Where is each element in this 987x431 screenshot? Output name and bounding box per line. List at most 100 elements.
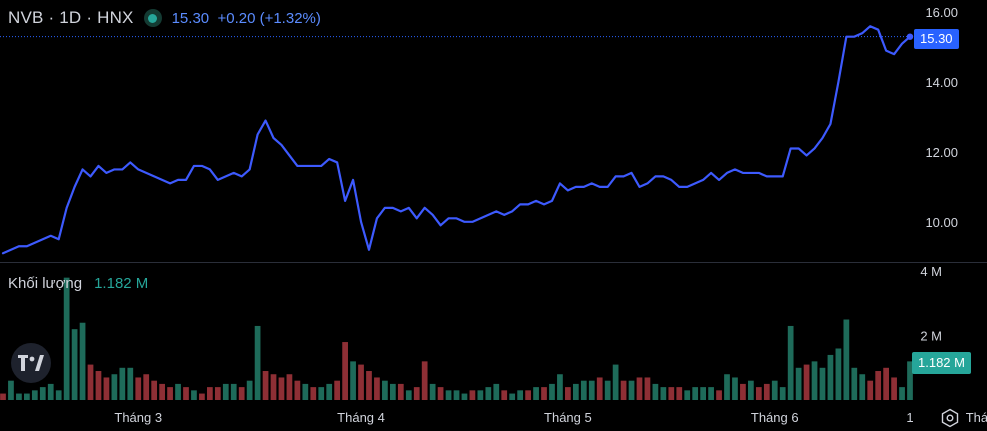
volume-bar	[350, 361, 356, 400]
volume-bar	[16, 393, 22, 400]
volume-bar	[811, 361, 818, 400]
volume-tick-label: 2 M	[920, 329, 942, 344]
volume-bar	[628, 380, 635, 400]
volume-bar	[111, 374, 118, 400]
volume-bar	[207, 387, 213, 400]
volume-bar	[437, 387, 444, 400]
volume-bar	[549, 383, 555, 400]
volume-bar	[660, 387, 667, 400]
volume-bar	[342, 342, 348, 400]
volume-bar	[302, 383, 309, 400]
price-tick-label: 12.00	[925, 145, 958, 160]
last-price-marker	[906, 33, 914, 40]
volume-bar	[445, 390, 452, 400]
volume-bar	[501, 390, 508, 400]
volume-bar	[405, 390, 412, 400]
scale-mode-label: 1	[906, 410, 913, 425]
volume-bar	[87, 364, 94, 400]
volume-bar	[843, 319, 850, 400]
volume-bar	[779, 387, 786, 400]
volume-bar	[755, 387, 762, 400]
volume-tick-label: 4 M	[920, 264, 942, 279]
volume-bar	[851, 367, 858, 400]
symbol-label[interactable]: NVB · 1D · HNX	[8, 8, 134, 27]
volume-bar	[429, 383, 436, 400]
volume-bar	[397, 383, 404, 400]
volume-bar	[803, 364, 810, 400]
volume-bar	[24, 393, 30, 400]
volume-bar	[214, 387, 221, 400]
volume-bar	[668, 387, 675, 400]
volume-bar	[421, 361, 428, 400]
volume-bar	[230, 383, 237, 400]
time-tick-label: Tháng 5	[544, 410, 592, 425]
volume-bar	[740, 383, 746, 400]
volume-bar	[859, 374, 866, 400]
volume-bar	[652, 383, 659, 400]
volume-bar	[883, 367, 889, 400]
volume-bar	[159, 383, 165, 400]
volume-bar	[724, 374, 730, 400]
last-price-tag: 15.30	[914, 29, 959, 49]
volume-legend-value: 1.182 M	[94, 275, 149, 292]
chart-header: NVB · 1D · HNX 15.30 +0.20 (+1.32%)	[8, 8, 321, 28]
volume-bar	[636, 377, 643, 400]
volume-bar	[151, 380, 158, 400]
volume-bar	[199, 393, 205, 400]
volume-bar	[509, 393, 516, 400]
market-status-icon[interactable]	[143, 9, 162, 27]
volume-bar	[763, 383, 770, 400]
volume-bar	[684, 390, 691, 400]
volume-bar	[541, 387, 547, 400]
time-tick-label: Tháng 6	[751, 410, 799, 425]
volume-bar	[382, 380, 388, 400]
tradingview-logo-icon[interactable]	[11, 343, 51, 383]
volume-bar	[891, 377, 897, 400]
price-tick-label: 14.00	[925, 75, 958, 90]
volume-bar	[326, 383, 333, 400]
volume-bar	[71, 329, 78, 400]
volume-bar	[119, 367, 126, 400]
volume-bar	[286, 374, 293, 400]
volume-bar	[270, 374, 277, 400]
volume-bar	[135, 377, 142, 400]
volume-bar	[604, 380, 611, 400]
volume-bar	[565, 387, 571, 400]
volume-bar	[676, 387, 683, 400]
volume-bar	[47, 383, 54, 400]
settings-gear-icon[interactable]	[940, 408, 960, 428]
volume-bar	[899, 387, 905, 400]
volume-bar	[533, 387, 539, 400]
volume-axis[interactable]: 2 M 4 M	[920, 264, 942, 343]
volume-bar	[95, 371, 102, 400]
volume-bar	[222, 383, 229, 400]
price-tick-label: 16.00	[925, 5, 958, 20]
volume-bar	[103, 377, 110, 400]
volume-bar	[700, 387, 707, 400]
volume-bar	[771, 380, 778, 400]
volume-bar	[191, 390, 197, 400]
volume-bar	[238, 387, 245, 400]
volume-bar	[374, 377, 380, 400]
volume-bar	[175, 383, 181, 400]
volume-bar	[453, 390, 460, 400]
volume-bar	[493, 383, 500, 400]
volume-bar	[620, 380, 627, 400]
volume-bar	[8, 380, 14, 400]
volume-bar	[477, 390, 484, 400]
volume-bar	[557, 374, 563, 400]
price-axis[interactable]: 10.00 12.00 14.00 16.00	[925, 5, 958, 230]
volume-bar	[389, 383, 396, 400]
volume-bar	[246, 380, 253, 400]
volume-bar	[827, 354, 834, 400]
volume-bar	[0, 393, 6, 400]
volume-bar	[254, 325, 261, 400]
volume-bar	[366, 371, 372, 400]
volume-bar	[875, 371, 882, 400]
volume-legend: Khối lượng 1.182 M	[8, 275, 148, 292]
volume-bar	[525, 390, 531, 400]
volume-legend-title: Khối lượng	[8, 275, 83, 292]
time-axis[interactable]: Tháng 3 Tháng 4 Tháng 5 Tháng 6 Tháng 7 1	[114, 410, 987, 425]
last-volume-tag: 1.182 M	[912, 352, 971, 374]
